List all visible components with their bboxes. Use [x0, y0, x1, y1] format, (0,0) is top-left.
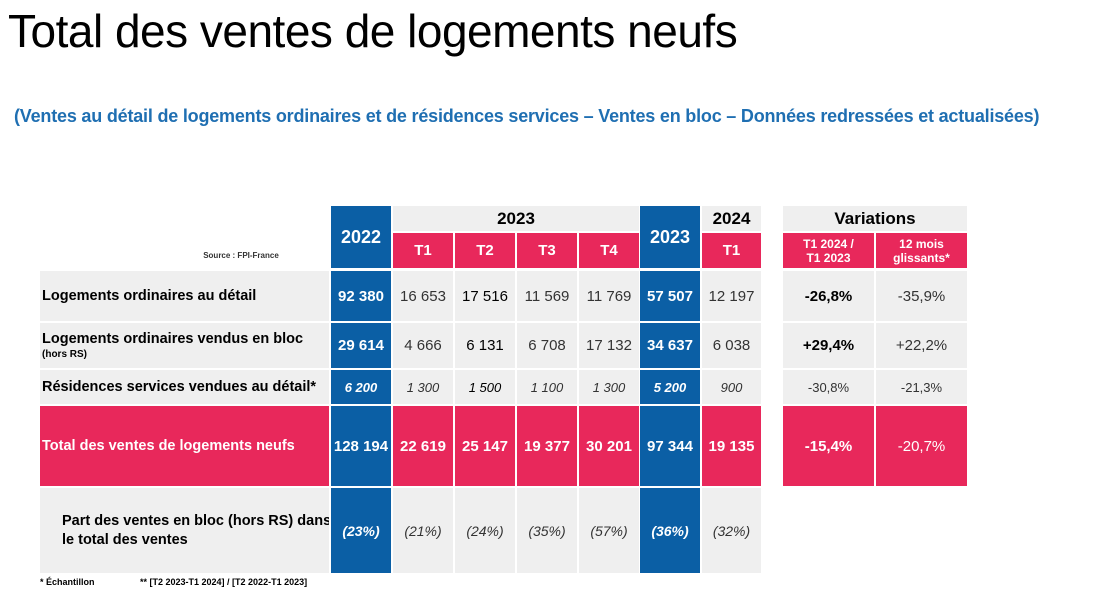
subtitle: (Ventes au détail de logements ordinaire…: [14, 106, 1040, 126]
row2-2022: 29 614: [331, 323, 391, 368]
row3-label: Résidences services vendues au détail*: [42, 379, 317, 395]
row1-2023: 57 507: [640, 271, 700, 321]
row1-t1-2024: 12 197: [702, 271, 761, 321]
header-2023-group: 2023: [393, 206, 639, 231]
row1-2022: 92 380: [331, 271, 391, 321]
total-var-12m: -20,7%: [876, 406, 967, 486]
header-q2: T2: [455, 233, 515, 268]
header-var-t1: T1 2024 / T1 2023: [783, 233, 874, 268]
row3-2022: 6 200: [331, 370, 391, 404]
row2-label-cell: Logements ordinaires vendus en bloc (hor…: [40, 323, 329, 368]
total-t1-2024: 19 135: [702, 406, 761, 486]
header-q4: T4: [579, 233, 639, 268]
row3-t2: 1 500: [455, 370, 515, 404]
share-label-line1: Part des ventes en bloc (hors RS) dans: [62, 513, 329, 529]
row3-t1-2024: 900: [702, 370, 761, 404]
row2-t1: 4 666: [393, 323, 453, 368]
share-2023: (36%): [640, 488, 700, 573]
total-label: Total des ventes de logements neufs: [42, 438, 295, 454]
row1-label: Logements ordinaires au détail: [42, 288, 257, 304]
total-t2: 25 147: [455, 406, 515, 486]
share-label-line2: le total des ventes: [62, 532, 188, 548]
share-t1: (21%): [393, 488, 453, 573]
row2-label: Logements ordinaires vendus en bloc: [42, 331, 304, 347]
row2-var-12m: +22,2%: [876, 323, 967, 368]
row2-sublabel: (hors RS): [42, 349, 87, 360]
share-t3: (35%): [517, 488, 577, 573]
header-q3: T3: [517, 233, 577, 268]
total-var-12m-value: -20,7%: [897, 437, 946, 455]
row1-var-12m: -35,9%: [876, 271, 967, 321]
row3-t3: 1 100: [517, 370, 577, 404]
row2-t1-2024: 6 038: [702, 323, 761, 368]
row3-2023: 5 200: [640, 370, 700, 404]
row1-var-t1: -26,8%: [783, 271, 874, 321]
page-title: Total des ventes de logements neufs: [8, 5, 738, 57]
total-t3: 19 377: [517, 406, 577, 486]
total-t4: 30 201: [579, 406, 639, 486]
row2-t2: 6 131: [455, 323, 515, 368]
share-t4: (57%): [579, 488, 639, 573]
row2-var-t1: +29,4%: [783, 323, 874, 368]
header-var-12m: 12 mois glissants*: [876, 233, 967, 268]
footnote-sample: * Échantillon: [40, 577, 95, 587]
source-note: Source : FPI-France: [203, 250, 279, 260]
row1-label-cell: Logements ordinaires au détail: [40, 271, 329, 321]
row3-var-t1: -30,8%: [783, 370, 874, 404]
row3-t1: 1 300: [393, 370, 453, 404]
share-2022: (23%): [331, 488, 391, 573]
header-2022: 2022: [331, 206, 391, 268]
footnote-period: ** [T2 2023-T1 2024] / [T2 2022-T1 2023]: [140, 577, 308, 587]
total-t1: 22 619: [393, 406, 453, 486]
total-label-cell: Total des ventes de logements neufs: [40, 406, 329, 486]
total-2023: 97 344: [640, 406, 700, 486]
row1-t2: 17 516: [455, 271, 515, 321]
row3-label-cell: Résidences services vendues au détail*: [40, 370, 329, 404]
row3-t4: 1 300: [579, 370, 639, 404]
row2-t3: 6 708: [517, 323, 577, 368]
header-var-t1-text: T1 2024 / T1 2023: [803, 236, 854, 265]
row1-t1: 16 653: [393, 271, 453, 321]
row1-t4: 11 769: [579, 271, 639, 321]
row3-var-12m: -21,3%: [876, 370, 967, 404]
total-var-t1: -15,4%: [783, 406, 874, 486]
header-q1-2024: T1: [702, 233, 761, 268]
share-label-cell: Part des ventes en bloc (hors RS) dans l…: [40, 488, 329, 573]
header-q1: T1: [393, 233, 453, 268]
header-variations: Variations: [783, 206, 967, 231]
header-2023-total: 2023: [640, 206, 700, 268]
row2-2023: 34 637: [640, 323, 700, 368]
share-t1-2024: (32%): [702, 488, 761, 573]
total-2022: 128 194: [331, 406, 391, 486]
header-var-12m-text: 12 mois glissants*: [893, 236, 950, 265]
row1-t3: 11 569: [517, 271, 577, 321]
header-2024: 2024: [702, 206, 761, 231]
share-t2: (24%): [455, 488, 515, 573]
row2-t4: 17 132: [579, 323, 639, 368]
